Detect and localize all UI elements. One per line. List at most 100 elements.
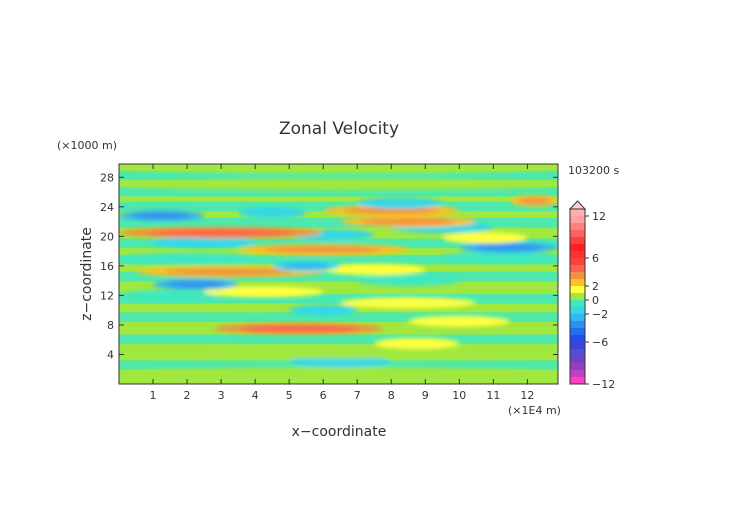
y-unit-label: (×1000 m) [57,139,117,152]
field-band [119,334,558,345]
field-band [119,271,558,282]
y-tick-label: 24 [100,201,114,214]
x-tick-label: 3 [218,389,225,402]
colorbar-swatch [570,209,585,216]
x-tick-label: 8 [388,389,395,402]
velocity-band [238,207,307,219]
velocity-core [131,212,192,219]
colorbar-arrow [568,200,587,210]
x-tick-label: 5 [286,389,293,402]
velocity-band [442,232,528,244]
colorbar-swatch [570,223,585,230]
colorbar-tick-label: −6 [592,336,608,349]
velocity-band [357,275,460,287]
velocity-band [153,236,256,248]
x-tick-label: 9 [422,389,429,402]
velocity-band [119,164,558,174]
velocity-band [119,367,558,379]
field-band [119,254,558,265]
colorbar-tick-label: −12 [592,378,615,391]
colorbar-swatch [570,307,585,314]
field-band [119,238,558,249]
x-tick-label: 11 [486,389,500,402]
colorbar-tick-label: 6 [592,252,599,265]
colorbar-swatch [570,237,585,244]
velocity-core [239,325,359,332]
colorbar-swatch [570,335,585,342]
x-tick-label: 4 [252,389,259,402]
velocity-band [357,197,443,209]
y-axis: 4 8 12 16 20 24 28 [100,171,558,361]
field-band [119,170,558,181]
colorbar-swatch [570,265,585,272]
colorbar-swatch [570,321,585,328]
colorbar-tick-label: 2 [592,280,599,293]
velocity-band [119,179,558,191]
velocity-band [119,289,222,301]
chart-title: Zonal Velocity [279,119,399,139]
colorbar-tick-label: 0 [592,294,599,307]
colorbar-swatch [570,328,585,335]
plot-frame [118,163,559,385]
velocity-band [323,264,426,276]
y-tick-label: 12 [100,289,114,302]
velocity-core [149,229,293,236]
colorbar-swatch [570,314,585,321]
colorbar-swatch [570,363,585,370]
colorbar-swatch [570,279,585,286]
x-tick-label: 12 [520,389,534,402]
y-axis-label: z−coordinate [79,227,95,321]
velocity-core [474,244,544,251]
field-band [119,217,558,228]
x-tick-label: 10 [452,389,466,402]
colorbar-swatch [570,251,585,258]
velocity-band [119,347,558,359]
time-label: 103200 s [568,164,619,177]
y-tick-label: 4 [107,348,114,361]
x-tick-label: 7 [354,389,361,402]
x-unit-label: (×1E4 m) [508,404,561,417]
x-tick-label: 2 [184,389,191,402]
y-tick-label: 8 [107,319,114,332]
velocity-band [442,251,558,263]
colorbar-swatch [570,349,585,356]
x-axis: 1 2 3 4 5 6 7 8 9 10 11 12 [150,164,534,402]
y-tick-label: 16 [100,260,114,273]
colorbar-swatch [570,230,585,237]
velocity-core [343,207,439,214]
velocity-core [360,218,456,225]
colorbar-swatch [570,272,585,279]
velocity-core [164,268,296,275]
velocity-core [517,197,551,204]
colorbar-tick-label: 12 [592,210,606,223]
x-tick-label: 1 [150,389,157,402]
field-band [119,312,558,322]
field-band [119,201,558,212]
colorbar-swatch [570,286,585,293]
colorbar-swatch [570,244,585,251]
velocity-core [165,281,226,288]
velocity-band [289,304,358,316]
velocity-band [340,297,477,309]
y-tick-label: 20 [100,230,114,243]
plot-area [118,163,559,385]
colorbar: 12 6 20−2 −6 −12 [568,200,615,391]
x-axis-label: x−coordinate [292,424,387,440]
colorbar-swatch [570,258,585,265]
velocity-band [204,286,324,298]
colorbar-swatch [570,342,585,349]
colorbar-tick-label: −2 [592,308,608,321]
field-band [119,293,558,304]
colorbar-swatch [570,300,585,307]
velocity-band [119,252,256,265]
field-band [119,186,558,197]
colorbar-swatch [570,293,585,300]
velocity-core [263,246,383,253]
colorbar-swatch [570,377,585,384]
colorbar-swatch [570,370,585,377]
colorbar-swatch [570,216,585,223]
velocity-core [282,262,330,269]
colorbar-swatch [570,356,585,363]
y-tick-label: 28 [100,171,114,184]
